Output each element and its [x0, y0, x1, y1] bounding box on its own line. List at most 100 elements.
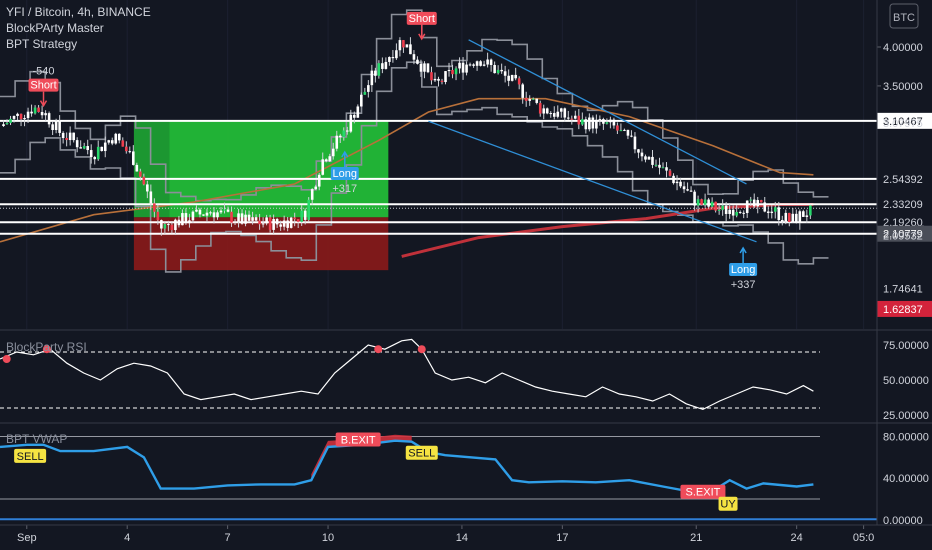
signal-badge[interactable]: [680, 484, 726, 499]
time-tick-label: 14: [456, 532, 468, 544]
candle-body: [405, 44, 409, 48]
candle-body: [146, 184, 149, 192]
candle-body: [191, 211, 195, 221]
candle-body: [374, 70, 377, 76]
candle-body: [353, 114, 356, 118]
signal-badge[interactable]: [335, 432, 381, 447]
candle-body: [114, 133, 118, 144]
candle-body: [742, 212, 745, 214]
long-signal-badge[interactable]: [729, 263, 758, 277]
candle-body: [261, 223, 265, 225]
candle-body: [79, 147, 82, 149]
candle-body: [542, 108, 546, 114]
candle-body: [107, 140, 111, 143]
candle-body: [770, 211, 774, 213]
candle-body: [752, 199, 756, 207]
candle-body: [545, 108, 549, 114]
candle-body: [293, 217, 296, 220]
candle-body: [212, 212, 216, 218]
rsi-overbought-marker: [374, 345, 383, 354]
candle-body: [275, 219, 279, 225]
time-tick-label: 21: [690, 532, 702, 544]
candle-body: [524, 97, 528, 101]
symbol-title[interactable]: YFI / Bitcoin, 4h, BINANCE: [6, 5, 151, 19]
candle-body: [703, 199, 707, 205]
candle-body: [51, 124, 54, 130]
candle-body: [209, 212, 212, 214]
candle-body: [430, 72, 433, 81]
candle-body: [402, 40, 405, 48]
candle-body: [724, 205, 728, 214]
indicator-label[interactable]: BPT Strategy: [6, 37, 78, 51]
candle-body: [598, 119, 602, 121]
candle-body: [517, 78, 521, 85]
candle-body: [609, 119, 612, 123]
trend-channel-line[interactable]: [428, 120, 757, 243]
candle-body: [388, 57, 391, 62]
indicator-label[interactable]: BlockPArty Master: [6, 21, 104, 35]
time-tick-label: 17: [556, 532, 568, 544]
trend-channel-line[interactable]: [468, 39, 747, 185]
rsi-line[interactable]: [0, 338, 814, 411]
candle-body: [195, 209, 198, 212]
long-signal-badge[interactable]: [330, 167, 359, 181]
candle-body: [174, 219, 177, 231]
candle-body: [461, 62, 465, 73]
candle-body: [493, 65, 496, 74]
candle-body: [89, 150, 93, 158]
candle-body: [296, 219, 300, 222]
long-arrow-head: [739, 246, 747, 254]
candle-body: [686, 189, 689, 191]
price-label: 2.54392: [883, 174, 923, 186]
candle-body: [184, 213, 188, 224]
short-signal-badge[interactable]: [28, 78, 59, 92]
candle-body: [549, 113, 553, 115]
candle-body: [251, 217, 254, 221]
candle-body: [714, 201, 717, 211]
candle-body: [9, 118, 12, 123]
candle-body: [759, 200, 763, 203]
candle-body: [531, 98, 535, 100]
candle-body: [72, 132, 75, 141]
candle-body: [381, 63, 384, 69]
signal-badge[interactable]: [718, 496, 738, 511]
candle-body: [591, 117, 595, 129]
candle-body: [268, 217, 272, 230]
candle-body: [26, 111, 30, 119]
candle-body: [47, 113, 51, 125]
candle-body: [163, 224, 167, 229]
candle-body: [475, 61, 479, 66]
price-label: 2.33209: [883, 199, 923, 211]
candle-body: [777, 207, 781, 221]
candle-body: [258, 220, 261, 225]
signal-badge[interactable]: [14, 448, 47, 463]
candle-body: [289, 217, 293, 228]
candle-body: [93, 157, 97, 160]
candle-body: [500, 69, 503, 72]
price-pane[interactable]: -540 Short Short Long +317 Long +337: [0, 0, 877, 525]
candle-body: [574, 115, 577, 119]
candle-body: [798, 211, 802, 223]
candle-body: [160, 220, 163, 229]
candle-body: [345, 130, 349, 132]
candle-body: [342, 130, 346, 138]
time-axis[interactable]: Sep 4 7 10 14 17 21 24 05:0: [17, 525, 874, 544]
price-label: 2.09532: [883, 230, 923, 242]
candle-body: [689, 190, 693, 192]
rsi-pane[interactable]: [0, 338, 820, 411]
short-signal-badge[interactable]: [406, 11, 437, 25]
rsi-overbought-marker: [417, 345, 426, 354]
candle-body: [61, 132, 65, 139]
upper-step-band: [0, 9, 829, 202]
candle-body: [577, 115, 581, 125]
trade-result-label: +337: [731, 279, 756, 291]
signal-badge[interactable]: [405, 445, 438, 460]
short-signal-label: Short: [409, 13, 435, 25]
candle-body: [40, 111, 44, 116]
currency-badge[interactable]: [889, 3, 919, 29]
candle-body: [647, 156, 651, 160]
candle-body: [521, 84, 524, 98]
